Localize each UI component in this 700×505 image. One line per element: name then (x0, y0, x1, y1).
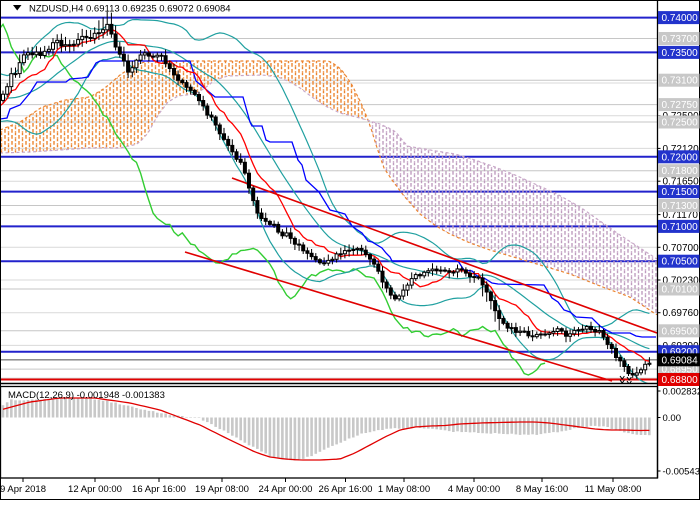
svg-text:0.72500: 0.72500 (662, 118, 699, 129)
svg-text:0.00: 0.00 (663, 413, 682, 424)
svg-text:26 Apr 16:00: 26 Apr 16:00 (319, 484, 373, 495)
svg-text:19 Apr 08:00: 19 Apr 08:00 (195, 484, 249, 495)
svg-text:0.71300: 0.71300 (662, 201, 699, 212)
svg-text:1 May 08:00: 1 May 08:00 (378, 484, 430, 495)
svg-text:9 Apr 2018: 9 Apr 2018 (0, 484, 46, 495)
svg-text:0.69084: 0.69084 (662, 355, 699, 366)
svg-text:0.002832: 0.002832 (663, 387, 700, 398)
svg-text:0.74000: 0.74000 (662, 13, 699, 24)
svg-text:16 Apr 16:00: 16 Apr 16:00 (132, 484, 186, 495)
svg-text:-0.005431: -0.005431 (663, 467, 700, 478)
svg-text:0.72750: 0.72750 (662, 100, 699, 111)
svg-text:11 May 08:00: 11 May 08:00 (585, 484, 642, 495)
svg-text:0.70700: 0.70700 (663, 243, 700, 254)
svg-text:MACD(12,26,9) -0.001948 -0.001: MACD(12,26,9) -0.001948 -0.001383 (8, 390, 165, 401)
svg-text:0.71000: 0.71000 (662, 222, 699, 233)
svg-text:12 Apr 00:00: 12 Apr 00:00 (68, 484, 122, 495)
svg-text:24 Apr 00:00: 24 Apr 00:00 (259, 484, 313, 495)
svg-text:0.70100: 0.70100 (662, 285, 699, 296)
svg-text:0.71500: 0.71500 (662, 187, 699, 198)
svg-text:0.68800: 0.68800 (662, 375, 699, 386)
svg-text:0.69760: 0.69760 (663, 308, 700, 319)
svg-text:0.73700: 0.73700 (662, 34, 699, 45)
svg-text:0.73500: 0.73500 (662, 48, 699, 59)
svg-text:0.69500: 0.69500 (662, 326, 699, 337)
svg-text:8 May 16:00: 8 May 16:00 (516, 484, 568, 495)
svg-text:0.70500: 0.70500 (662, 257, 699, 268)
svg-text:NZDUSD,H4 0.69113 0.69235 0.6: NZDUSD,H4 0.69113 0.69235 0.69072 0.6908… (29, 4, 231, 15)
svg-text:0.73100: 0.73100 (662, 76, 699, 87)
svg-text:4 May 00:00: 4 May 00:00 (448, 484, 500, 495)
svg-text:0.72000: 0.72000 (662, 152, 699, 163)
svg-text:0.71800: 0.71800 (662, 166, 699, 177)
